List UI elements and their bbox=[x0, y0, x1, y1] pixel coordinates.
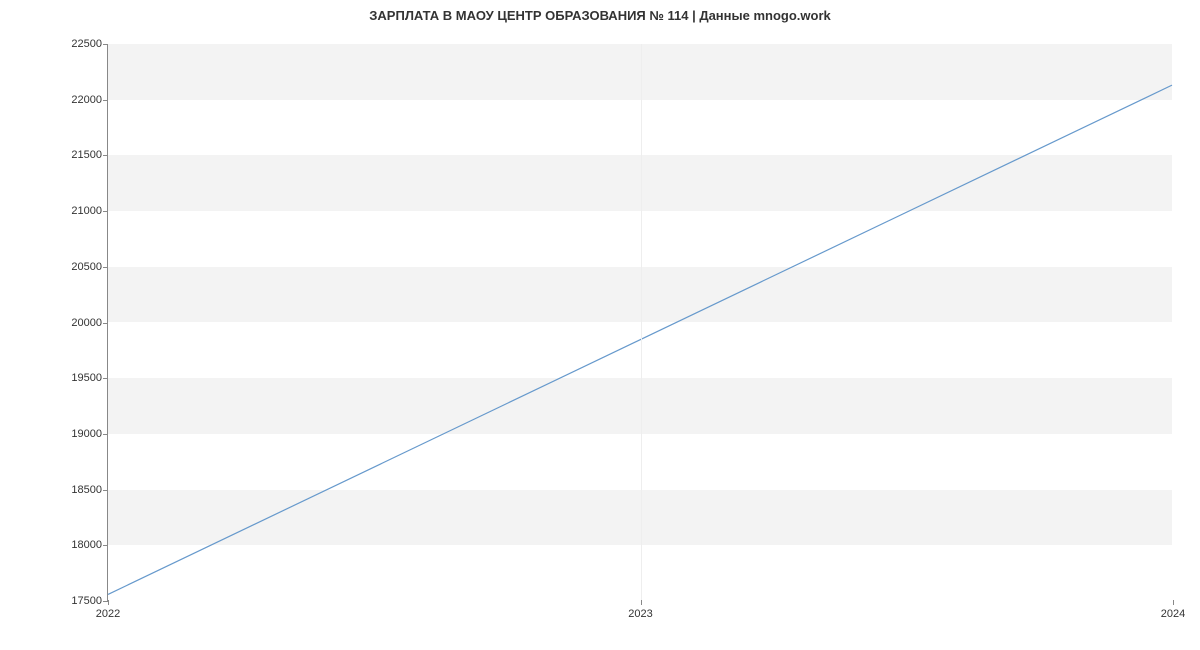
y-tick-label: 22000 bbox=[71, 94, 102, 106]
y-tick-mark bbox=[103, 211, 108, 212]
chart-title: ЗАРПЛАТА В МАОУ ЦЕНТР ОБРАЗОВАНИЯ № 114 … bbox=[0, 8, 1200, 23]
x-tick-label: 2023 bbox=[628, 608, 652, 620]
y-tick-mark bbox=[103, 267, 108, 268]
y-tick-mark bbox=[103, 155, 108, 156]
plot-area: 1750018000185001900019500200002050021000… bbox=[107, 44, 1172, 601]
y-tick-label: 21000 bbox=[71, 205, 102, 217]
y-tick-mark bbox=[103, 100, 108, 101]
x-tick-label: 2022 bbox=[96, 608, 120, 620]
y-tick-label: 19500 bbox=[71, 372, 102, 384]
x-gridline bbox=[641, 44, 642, 600]
y-tick-mark bbox=[103, 323, 108, 324]
y-tick-mark bbox=[103, 44, 108, 45]
y-tick-label: 22500 bbox=[71, 38, 102, 50]
y-tick-label: 20000 bbox=[71, 317, 102, 329]
y-tick-label: 19000 bbox=[71, 428, 102, 440]
y-tick-label: 21500 bbox=[71, 149, 102, 161]
y-tick-mark bbox=[103, 378, 108, 379]
y-tick-label: 18000 bbox=[71, 539, 102, 551]
y-tick-label: 17500 bbox=[71, 595, 102, 607]
y-tick-label: 18500 bbox=[71, 484, 102, 496]
chart-container: ЗАРПЛАТА В МАОУ ЦЕНТР ОБРАЗОВАНИЯ № 114 … bbox=[0, 0, 1200, 650]
x-tick-mark bbox=[1173, 600, 1174, 605]
y-tick-mark bbox=[103, 490, 108, 491]
y-tick-mark bbox=[103, 545, 108, 546]
y-tick-mark bbox=[103, 434, 108, 435]
x-tick-label: 2024 bbox=[1161, 608, 1185, 620]
x-tick-mark bbox=[108, 600, 109, 605]
y-tick-label: 20500 bbox=[71, 261, 102, 273]
x-tick-mark bbox=[641, 600, 642, 605]
